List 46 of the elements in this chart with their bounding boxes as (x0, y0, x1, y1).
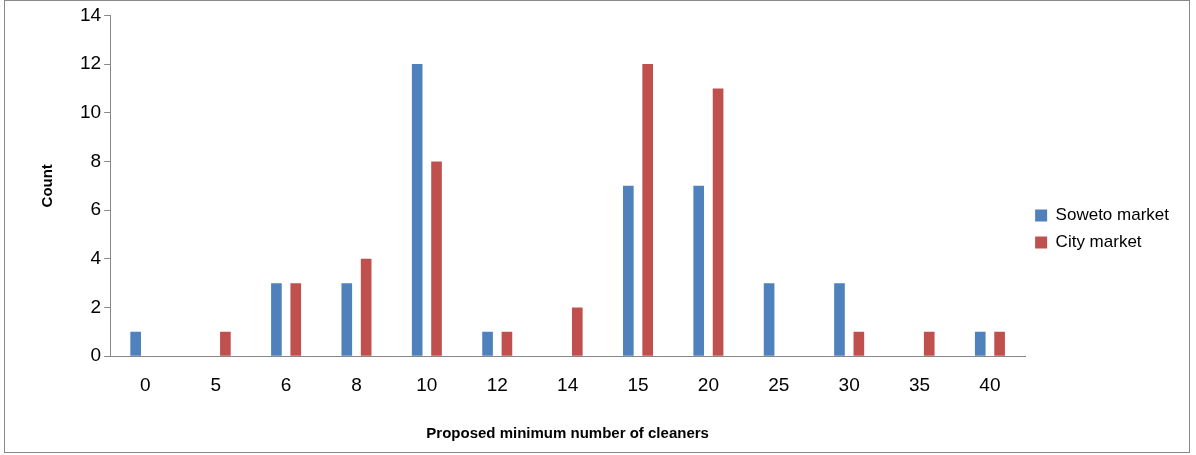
bar (642, 64, 654, 356)
x-tick-label: 35 (908, 373, 931, 395)
x-tick-label: 20 (697, 373, 719, 395)
x-tick-label: 14 (557, 373, 579, 395)
x-tick-label: 6 (280, 373, 292, 395)
bar (360, 258, 372, 356)
bar (923, 331, 935, 356)
x-tick-label: 40 (979, 373, 1001, 395)
bar (693, 185, 705, 356)
bar (974, 331, 986, 356)
x-tick-label: 30 (838, 373, 860, 395)
y-tick-label: 4 (90, 247, 102, 269)
x-axis-title: Proposed minimum number of cleaners (426, 424, 709, 442)
y-tick-label: 14 (79, 3, 102, 25)
x-tick-label: 10 (416, 373, 438, 395)
bar (130, 331, 141, 356)
bar (271, 283, 282, 356)
bar (431, 161, 442, 356)
y-tick-label: 2 (90, 295, 102, 317)
bar (571, 307, 583, 356)
bar (834, 283, 845, 356)
y-tick-label: 10 (79, 101, 102, 123)
bar (501, 331, 513, 356)
bar (220, 331, 231, 356)
y-tick-label: 6 (90, 198, 102, 220)
bar (623, 185, 634, 356)
y-tick-label: 0 (90, 344, 102, 366)
bar (712, 88, 724, 356)
x-tick-label: 15 (627, 373, 649, 395)
bar (994, 331, 1005, 356)
bar (341, 283, 353, 356)
bar (411, 64, 423, 356)
x-tick-label: 25 (768, 373, 790, 395)
bar (763, 283, 775, 356)
bar (482, 331, 493, 356)
x-tick-label: 12 (486, 373, 508, 395)
x-tick-label: 5 (210, 373, 221, 395)
x-tick-label: 8 (351, 373, 362, 395)
legend-label: Soweto market (1055, 205, 1170, 225)
y-tick-label: 8 (90, 149, 102, 171)
y-axis-title: Count (38, 164, 56, 208)
bar (853, 331, 865, 356)
bar (290, 283, 302, 356)
y-tick-label: 12 (79, 52, 102, 74)
x-tick-label: 0 (140, 373, 151, 395)
legend-label: City market (1055, 232, 1142, 252)
